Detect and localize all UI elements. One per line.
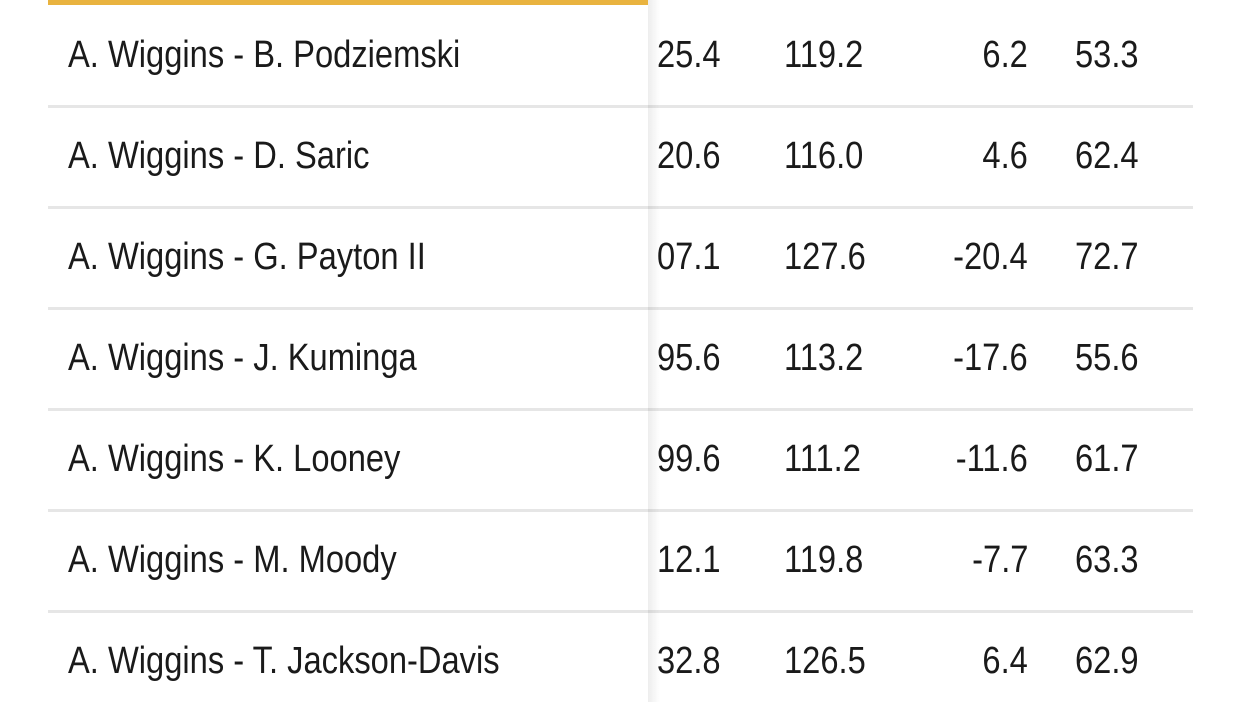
stat-cell: 6.4	[982, 640, 1028, 682]
stat-cell: 25.4	[657, 34, 721, 76]
stat-cell: 116.0	[784, 135, 864, 177]
stat-cell: 113.2	[784, 337, 864, 379]
stat-cell: 111.2	[784, 438, 861, 480]
stat-cell: 127.6	[784, 236, 866, 278]
stat-cell: 119.2	[784, 34, 864, 76]
stat-cell: 126.5	[784, 640, 866, 682]
table-row: A. Wiggins - K. Looney 99.6 111.2 -11.6 61.7	[48, 409, 1193, 510]
table-row: A. Wiggins - B. Podziemski 25.4 119.2 6.2 53…	[48, 5, 1193, 106]
stat-cell: 95.6	[657, 337, 721, 379]
row-separator	[48, 206, 1193, 209]
stat-cell: 32.8	[657, 640, 721, 682]
pair-name: A. Wiggins - K. Looney	[68, 438, 401, 480]
stat-cell: 6.2	[982, 34, 1028, 76]
row-separator	[48, 408, 1193, 411]
stat-cell: 62.9	[1075, 640, 1139, 682]
stat-cell: 72.7	[1075, 236, 1139, 278]
stat-cell: -7.7	[971, 539, 1028, 581]
stat-cell: -11.6	[955, 438, 1028, 480]
pair-name: A. Wiggins - M. Moody	[68, 539, 397, 581]
pair-name: A. Wiggins - G. Payton II	[68, 236, 426, 278]
row-separator	[48, 610, 1193, 613]
stat-cell: 20.6	[657, 135, 721, 177]
stat-cell: 99.6	[657, 438, 721, 480]
table-row: A. Wiggins - T. Jackson-Davis 32.8 126.5 6.…	[48, 611, 1193, 712]
pair-name: A. Wiggins - T. Jackson-Davis	[68, 640, 500, 682]
accent-bar	[48, 0, 648, 5]
stat-cell: -17.6	[953, 337, 1028, 379]
pair-name: A. Wiggins - B. Podziemski	[68, 34, 461, 76]
table-row: A. Wiggins - G. Payton II 07.1 127.6 -20.4 7…	[48, 207, 1193, 308]
row-separator	[48, 105, 1193, 108]
stat-cell: 63.3	[1075, 539, 1139, 581]
column-shadow	[648, 0, 660, 702]
stat-cell: 07.1	[657, 236, 721, 278]
pair-name: A. Wiggins - J. Kuminga	[68, 337, 417, 379]
stat-cell: 62.4	[1075, 135, 1139, 177]
table-row: A. Wiggins - J. Kuminga 95.6 113.2 -17.6 55.…	[48, 308, 1193, 409]
row-separator	[48, 509, 1193, 512]
table-row: A. Wiggins - D. Saric 20.6 116.0 4.6 62.4	[48, 106, 1193, 207]
stat-cell: 53.3	[1075, 34, 1139, 76]
stat-cell: 119.8	[784, 539, 864, 581]
pair-name: A. Wiggins - D. Saric	[68, 135, 370, 177]
table-row: A. Wiggins - M. Moody 12.1 119.8 -7.7 63.3	[48, 510, 1193, 611]
stat-cell: 61.7	[1075, 438, 1139, 480]
stat-cell: 4.6	[982, 135, 1028, 177]
stat-cell: 12.1	[657, 539, 721, 581]
stat-cell: 55.6	[1075, 337, 1139, 379]
row-separator	[48, 307, 1193, 310]
stat-cell: -20.4	[953, 236, 1028, 278]
